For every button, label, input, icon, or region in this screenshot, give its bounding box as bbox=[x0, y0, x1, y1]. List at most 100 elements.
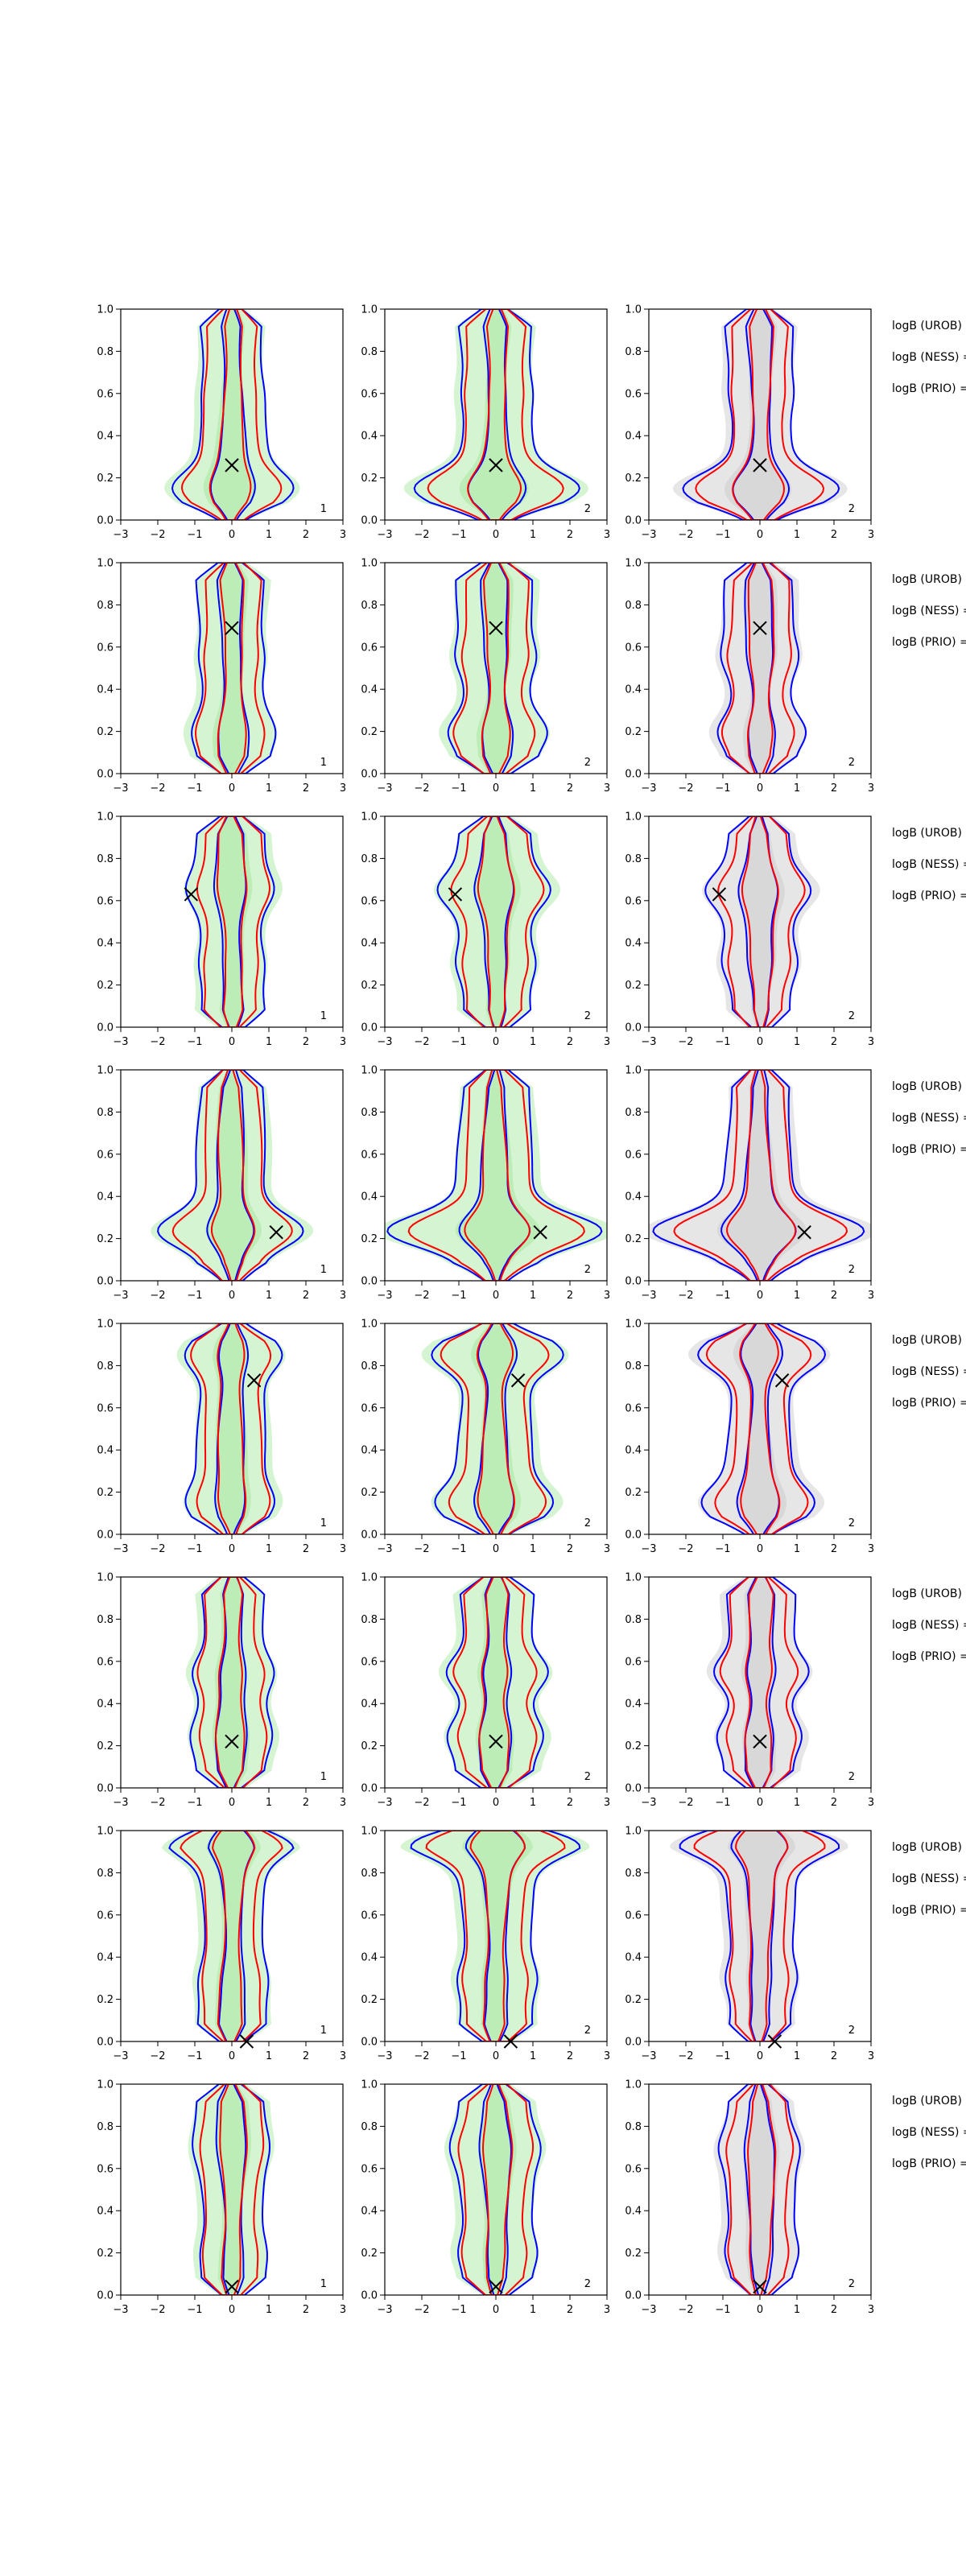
x-tick-label: −3 bbox=[113, 1543, 128, 1555]
x-tick-label: 3 bbox=[604, 1797, 610, 1809]
y-tick-label: 1.0 bbox=[97, 304, 114, 316]
y-tick-label: 0.4 bbox=[97, 938, 114, 950]
x-tick-label: −1 bbox=[715, 1797, 730, 1809]
contour-red-inner bbox=[211, 1070, 256, 1281]
marker-x bbox=[246, 1373, 262, 1388]
y-tick-label: 1.0 bbox=[361, 1319, 378, 1331]
panel-label: 1 bbox=[320, 2278, 327, 2290]
contour-red-outer bbox=[450, 816, 545, 1027]
panel-label: 2 bbox=[848, 1264, 855, 1276]
panel-r7-c1: −3 −2 −1 0 1 2 3 0.0 0.2 0.4 0.6 0.8 1.0 1 bbox=[97, 1826, 346, 2063]
row-annotation: logB (UROB) = bbox=[892, 1587, 966, 1600]
x-tick-label: −3 bbox=[113, 782, 128, 795]
x-tick-label: 0 bbox=[493, 782, 499, 795]
y-tick-label: 0.4 bbox=[361, 1952, 378, 1964]
y-tick-label: 0.0 bbox=[361, 1530, 378, 1542]
y-tick-label: 0.6 bbox=[97, 1909, 114, 1922]
x-tick-label: −1 bbox=[187, 2050, 202, 2062]
y-tick-label: 0.2 bbox=[625, 980, 642, 992]
y-tick-label: 0.0 bbox=[97, 2037, 114, 2049]
x-tick-label: −3 bbox=[377, 1797, 392, 1809]
contour-red-inner bbox=[469, 1831, 526, 2041]
y-tick-label: 1.0 bbox=[625, 1572, 642, 1584]
y-tick-label: 0.6 bbox=[625, 895, 642, 907]
contour-blue-outer bbox=[184, 816, 275, 1027]
y-tick-label: 0.8 bbox=[97, 853, 114, 865]
density-layer bbox=[438, 1577, 553, 1788]
panel-r1-c3: −3 −2 −1 0 1 2 3 0.0 0.2 0.4 0.6 0.8 1.0 2 bbox=[625, 304, 874, 542]
row-annotation: logB (PRIO) = bbox=[892, 890, 966, 902]
marker-x bbox=[225, 2279, 239, 2294]
panel-r5-c2: −3 −2 −1 0 1 2 3 0.0 0.2 0.4 0.6 0.8 1.0 2 bbox=[361, 1319, 610, 1556]
density-layer bbox=[444, 2084, 547, 2295]
marker-x bbox=[225, 1734, 239, 1749]
contour-red-outer bbox=[180, 1831, 283, 2041]
y-tick-label: 0.4 bbox=[97, 431, 114, 443]
x-tick-label: 1 bbox=[266, 2050, 272, 2062]
y-tick-label: 0.4 bbox=[625, 1445, 642, 1457]
x-tick-label: 2 bbox=[831, 1036, 837, 1048]
contour-red-inner bbox=[464, 1070, 530, 1281]
density-fill-inner bbox=[462, 1831, 533, 2041]
y-tick-label: 0.6 bbox=[361, 1149, 378, 1161]
density-layer bbox=[164, 309, 300, 520]
panel-r6-c1: −3 −2 −1 0 1 2 3 0.0 0.2 0.4 0.6 0.8 1.0 1 bbox=[97, 1572, 346, 1810]
x-tick-label: 1 bbox=[794, 782, 800, 795]
x-tick-label: 2 bbox=[303, 1543, 309, 1555]
contour-blue-inner bbox=[206, 1070, 255, 1281]
x-tick-label: 2 bbox=[303, 2050, 309, 2062]
row-annotation: logB (PRIO) = bbox=[892, 1397, 966, 1410]
y-tick-label: 0.6 bbox=[97, 895, 114, 907]
y-tick-label: 0.8 bbox=[625, 1107, 642, 1119]
contour-red-inner bbox=[477, 816, 515, 1027]
marker-x bbox=[448, 887, 463, 902]
y-tick-label: 1.0 bbox=[361, 1065, 378, 1077]
x-tick-label: 3 bbox=[604, 782, 610, 795]
x-tick-label: −2 bbox=[414, 1036, 429, 1048]
panel-label: 1 bbox=[320, 2025, 327, 2037]
contour-blue-inner bbox=[467, 309, 527, 520]
x-tick-label: 2 bbox=[303, 1036, 309, 1048]
row-annotation: logB (PRIO) = bbox=[892, 382, 966, 395]
panel-label: 2 bbox=[584, 2025, 591, 2037]
contour-blue-inner bbox=[730, 1831, 789, 2041]
y-tick-label: 0.4 bbox=[97, 2206, 114, 2218]
y-tick-label: 0.8 bbox=[97, 2121, 114, 2133]
y-tick-label: 0.4 bbox=[361, 431, 378, 443]
x-tick-label: −2 bbox=[414, 782, 429, 795]
marker-x bbox=[184, 887, 199, 902]
x-tick-label: 3 bbox=[340, 1290, 346, 1302]
x-tick-label: 1 bbox=[266, 1290, 272, 1302]
x-tick-label: −2 bbox=[150, 2304, 165, 2316]
contour-blue-inner bbox=[464, 1831, 526, 2041]
marker-x bbox=[774, 1373, 790, 1388]
marker-x bbox=[489, 458, 503, 473]
row-annotation: logB (PRIO) = bbox=[892, 1904, 966, 1917]
y-tick-label: 0.4 bbox=[625, 1699, 642, 1711]
y-tick-label: 1.0 bbox=[625, 2079, 642, 2091]
y-tick-label: 0.8 bbox=[361, 1107, 378, 1119]
x-tick-label: −3 bbox=[377, 782, 392, 795]
x-tick-label: −1 bbox=[187, 1543, 202, 1555]
y-tick-label: 0.6 bbox=[361, 388, 378, 400]
x-tick-label: 3 bbox=[340, 529, 346, 541]
x-tick-label: 3 bbox=[340, 1543, 346, 1555]
y-tick-label: 1.0 bbox=[97, 811, 114, 824]
y-tick-label: 0.6 bbox=[361, 2163, 378, 2175]
x-tick-label: 0 bbox=[229, 2304, 235, 2316]
y-tick-label: 0.6 bbox=[97, 642, 114, 654]
x-tick-label: 3 bbox=[604, 1290, 610, 1302]
y-tick-label: 0.2 bbox=[625, 1994, 642, 2006]
panel-label: 2 bbox=[848, 1010, 855, 1022]
y-tick-label: 0.8 bbox=[97, 346, 114, 358]
x-tick-label: −3 bbox=[113, 1290, 128, 1302]
panel-r7-c2: −3 −2 −1 0 1 2 3 0.0 0.2 0.4 0.6 0.8 1.0 2 bbox=[361, 1826, 610, 2063]
y-tick-label: 0.4 bbox=[625, 431, 642, 443]
contour-red-outer bbox=[717, 816, 806, 1027]
x-tick-label: −1 bbox=[451, 529, 466, 541]
x-tick-label: 3 bbox=[604, 2304, 610, 2316]
contour-blue-inner bbox=[744, 1577, 777, 1788]
panel-r4-c2: −3 −2 −1 0 1 2 3 0.0 0.2 0.4 0.6 0.8 1.0 2 bbox=[361, 1065, 610, 1302]
contour-red-inner bbox=[212, 1831, 256, 2041]
y-tick-label: 0.8 bbox=[97, 1868, 114, 1880]
